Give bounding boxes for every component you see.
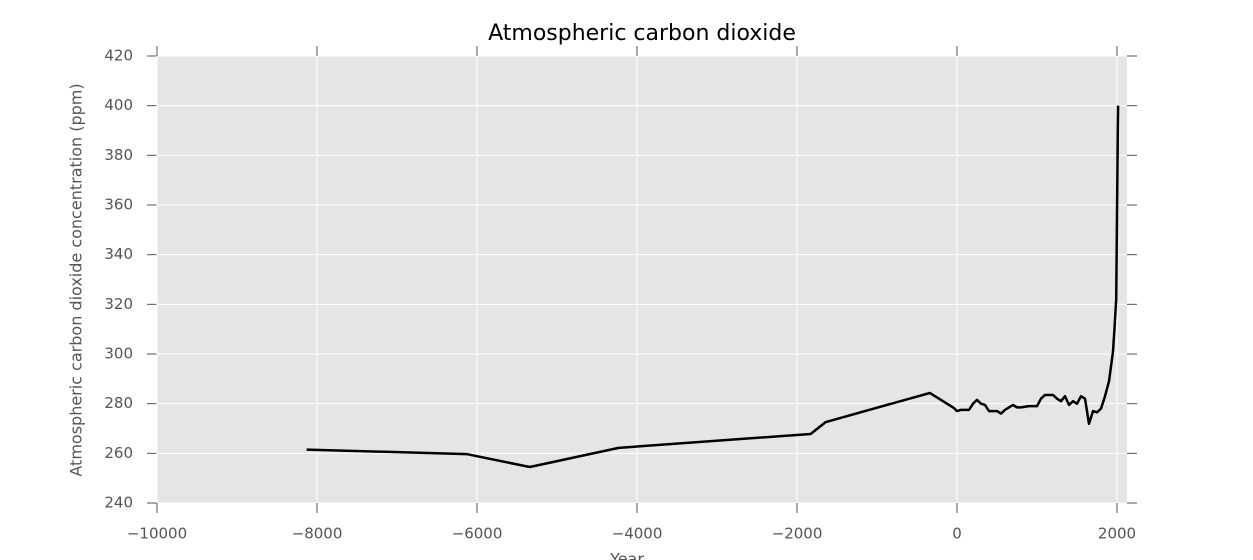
data-line [306, 105, 1120, 469]
x-tick-label: −6000 [452, 525, 503, 543]
y-tick-label: 300 [104, 345, 133, 363]
chart-title: Atmospheric carbon dioxide [488, 21, 796, 46]
x-tick-label: −4000 [612, 525, 663, 543]
y-tick-label: 340 [104, 245, 133, 263]
y-tick-label: 260 [104, 444, 133, 462]
y-tick-label: 240 [104, 494, 133, 512]
x-tick-label: −2000 [772, 525, 823, 543]
y-tick-label: 320 [104, 295, 133, 313]
x-tick-label: −8000 [292, 525, 343, 543]
y-tick-label: 400 [104, 96, 133, 114]
y-tick-label: 380 [104, 146, 133, 164]
y-tick-label: 420 [104, 47, 133, 65]
y-axis-label: Atmospheric carbon dioxide concentration… [67, 83, 86, 476]
x-axis-label: Year [609, 550, 644, 560]
x-tick-label: −10000 [127, 525, 187, 543]
plot-area [157, 56, 1127, 503]
x-tick-label: 0 [952, 525, 962, 543]
y-tick-label: 280 [104, 394, 133, 412]
x-tick-label: 2000 [1098, 525, 1136, 543]
y-tick-label: 360 [104, 196, 133, 214]
